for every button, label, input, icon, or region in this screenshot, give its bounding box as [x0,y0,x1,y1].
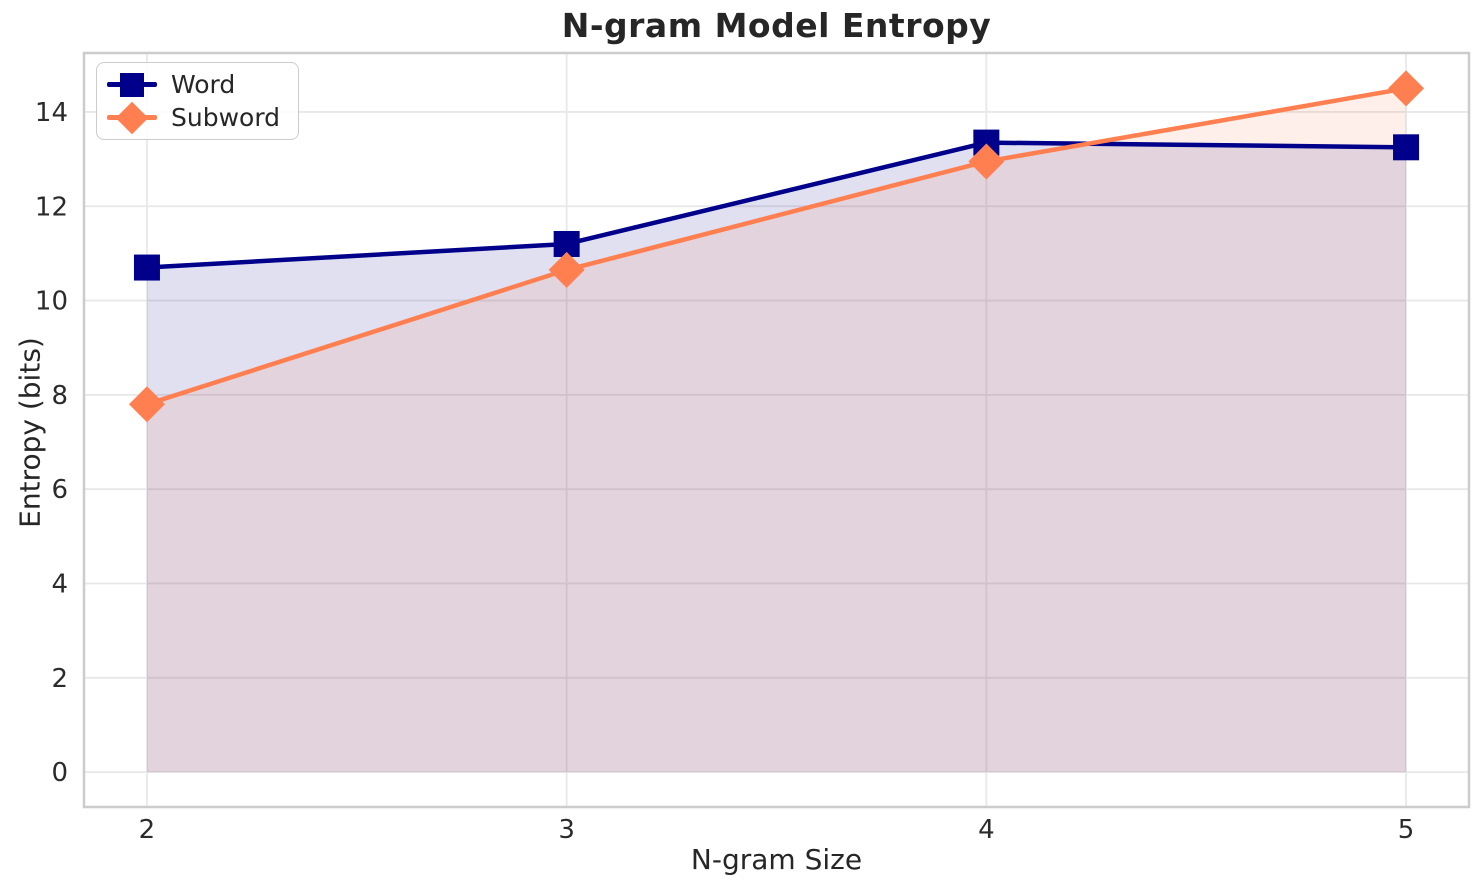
legend-label-word: Word [171,70,236,99]
legend: Word Subword [96,62,300,140]
y-tick-label: 14 [35,98,68,128]
data-point-subword-3 [548,251,585,288]
x-tick-label: 3 [558,815,575,845]
y-tick-label: 4 [51,569,68,599]
axes-spines [82,51,1471,809]
x-tick-label: 2 [139,815,156,845]
series-line-word [144,140,1409,270]
legend-label-subword: Subword [171,103,281,132]
x-tick-label: 4 [978,815,995,845]
x-tick-label: 5 [1398,815,1415,845]
y-tick-label: 12 [35,192,68,222]
y-tick-label: 10 [35,287,68,317]
legend-item-subword: Subword [107,101,280,134]
series-fill-subword [146,88,1407,773]
word-square-marker-icon [120,72,144,97]
series-line-subword [144,86,1409,407]
chart-title: N-gram Model Entropy [561,6,992,45]
word-series-marker-icon [107,68,157,101]
y-tick-label: 0 [51,758,68,788]
y-tick-label: 2 [51,664,68,694]
legend-item-word: Word [107,68,280,101]
data-point-word-5 [1393,134,1420,161]
series-fill-word [146,142,1407,773]
data-point-subword-5 [1388,70,1425,107]
subword-diamond-marker-icon [115,101,149,134]
subword-series-marker-icon [107,101,157,134]
y-axis-label: Entropy (bits) [13,337,47,528]
data-point-subword-4 [968,143,1005,180]
data-point-subword-2 [128,386,165,423]
y-tick-label: 8 [51,381,68,411]
y-tick-label: 6 [51,475,68,505]
x-axis-label: N-gram Size [690,843,863,876]
data-point-word-2 [133,254,160,281]
